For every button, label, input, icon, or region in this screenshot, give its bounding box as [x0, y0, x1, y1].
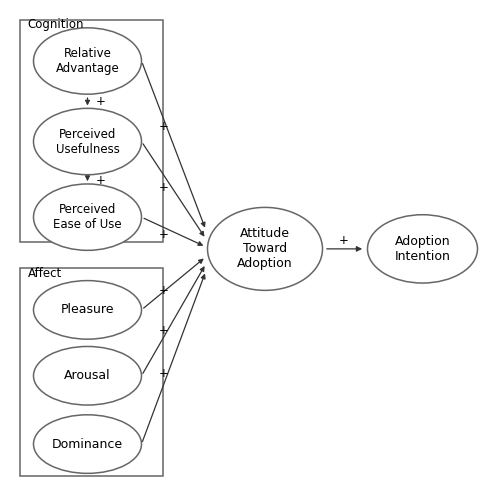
Text: +: +	[158, 121, 168, 133]
Text: Affect: Affect	[28, 267, 62, 281]
Text: Arousal: Arousal	[64, 369, 111, 382]
Text: +: +	[158, 367, 168, 380]
Text: Relative
Advantage: Relative Advantage	[56, 47, 120, 75]
Bar	[20, 20, 163, 242]
Text: Attitude
Toward
Adoption: Attitude Toward Adoption	[237, 227, 293, 270]
Text: Dominance: Dominance	[52, 438, 123, 450]
Bar	[20, 268, 163, 476]
Text: Adoption
Intention: Adoption Intention	[394, 235, 450, 263]
Text: Cognition: Cognition	[28, 18, 84, 31]
Text: Pleasure: Pleasure	[61, 304, 114, 316]
Text: +: +	[158, 182, 168, 194]
Text: Perceived
Ease of Use: Perceived Ease of Use	[53, 203, 122, 231]
Ellipse shape	[34, 184, 142, 250]
Ellipse shape	[34, 108, 142, 175]
Text: +: +	[158, 228, 168, 241]
Text: Perceived
Usefulness: Perceived Usefulness	[56, 127, 120, 156]
Text: +: +	[158, 284, 168, 297]
Ellipse shape	[208, 207, 322, 290]
Text: +: +	[96, 174, 106, 186]
Text: +: +	[338, 234, 348, 247]
Ellipse shape	[34, 281, 142, 339]
Ellipse shape	[34, 28, 142, 94]
Ellipse shape	[368, 215, 478, 283]
Ellipse shape	[34, 346, 142, 405]
Ellipse shape	[34, 415, 142, 473]
Text: +: +	[158, 324, 168, 337]
Text: +: +	[96, 96, 106, 108]
